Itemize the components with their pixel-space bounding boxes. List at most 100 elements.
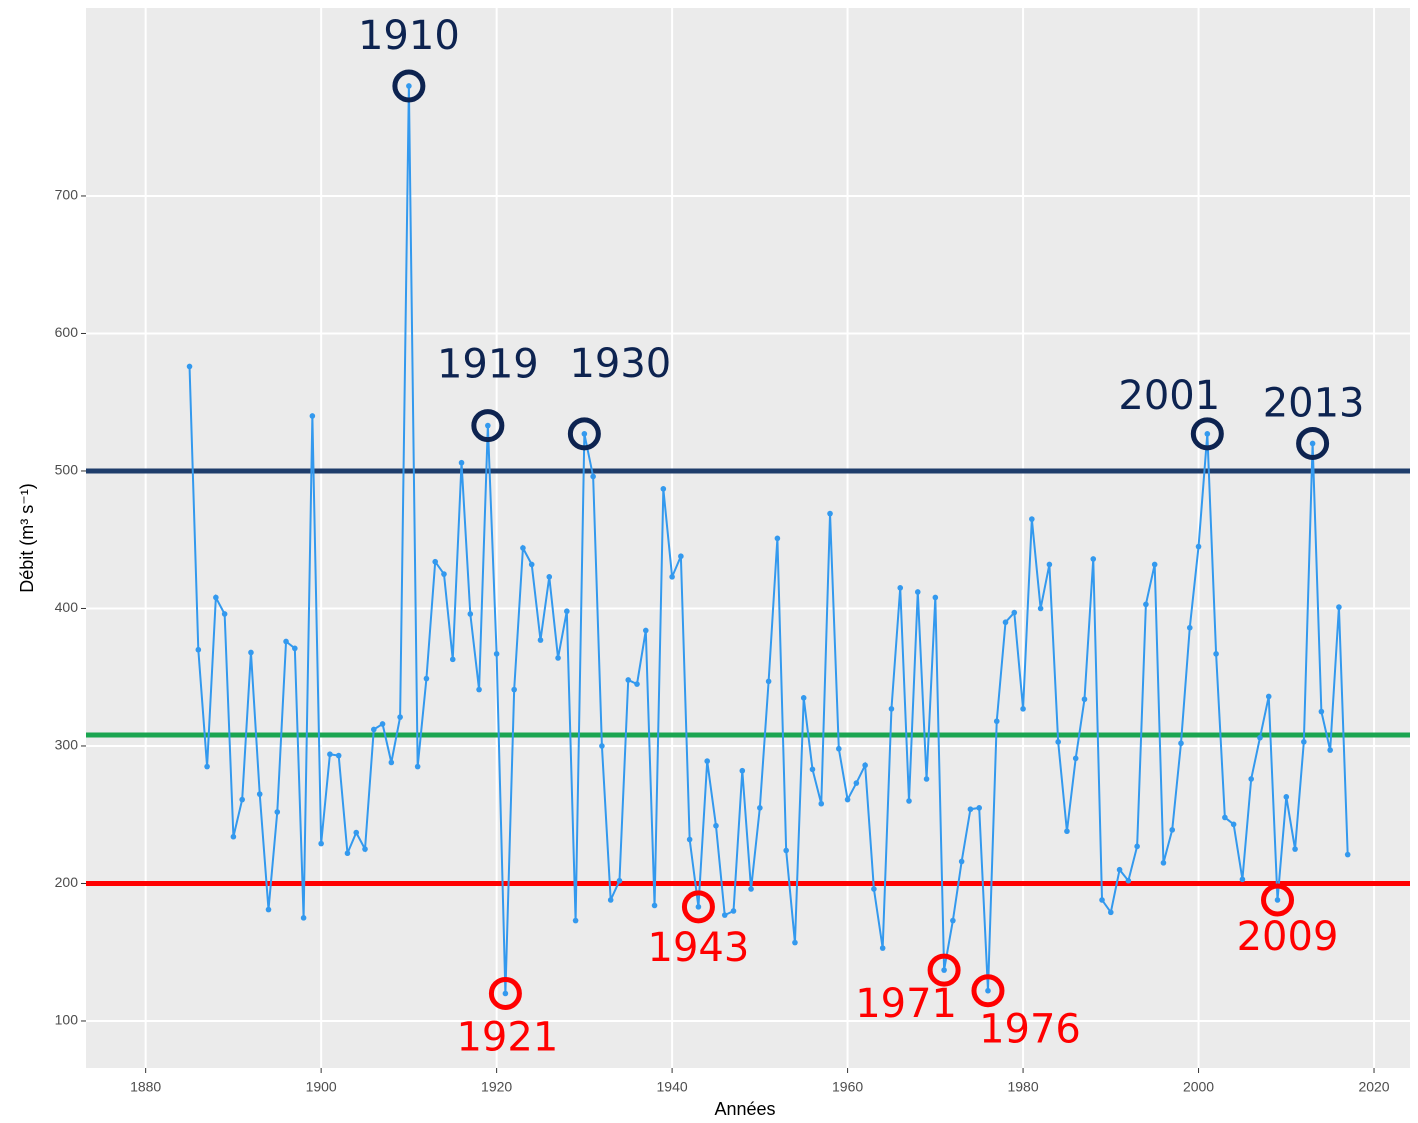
data-point	[1072, 755, 1079, 762]
data-point	[265, 906, 272, 913]
data-point	[1248, 776, 1254, 782]
x-axis-title: Années	[714, 1099, 775, 1119]
data-point	[564, 608, 570, 615]
annotation: 1921	[456, 1014, 558, 1060]
data-point	[800, 695, 807, 701]
annotation: 1910	[358, 13, 460, 59]
data-point	[300, 915, 307, 921]
data-point	[1055, 739, 1061, 745]
data-point	[423, 675, 430, 682]
data-point	[283, 638, 289, 645]
data-point	[414, 763, 421, 770]
data-point	[353, 829, 360, 836]
data-point	[1011, 609, 1018, 616]
data-point	[213, 594, 219, 601]
data-point	[1169, 827, 1176, 833]
x-tick-label: 1980	[1007, 1079, 1038, 1095]
data-point	[1125, 877, 1132, 884]
annotation: 2001	[1118, 373, 1220, 419]
highlight-circle	[488, 976, 522, 1010]
data-point	[1336, 604, 1342, 610]
data-point	[730, 908, 737, 914]
data-point	[888, 706, 895, 712]
data-point	[914, 589, 921, 595]
data-point	[985, 987, 991, 994]
data-point	[546, 574, 553, 580]
data-point	[1186, 624, 1193, 631]
data-point	[932, 594, 939, 601]
data-point	[950, 917, 956, 924]
data-point	[897, 585, 904, 591]
data-point	[1257, 734, 1263, 741]
data-point	[274, 809, 281, 815]
data-point	[625, 677, 632, 683]
data-point	[449, 656, 456, 663]
data-point	[634, 681, 640, 687]
data-point	[1029, 516, 1035, 522]
data-point	[765, 678, 772, 685]
data-point	[1160, 860, 1167, 866]
x-tick-label: 1960	[832, 1079, 863, 1095]
data-point	[792, 939, 798, 946]
data-point	[502, 990, 509, 997]
data-point	[871, 886, 877, 892]
data-point	[1143, 601, 1149, 608]
data-point	[318, 840, 324, 847]
data-point	[1020, 706, 1026, 712]
data-point	[836, 745, 842, 752]
data-point	[1081, 696, 1088, 703]
y-tick-label: 300	[55, 737, 79, 753]
data-point	[669, 574, 675, 580]
data-point	[1195, 543, 1202, 550]
data-point	[853, 780, 860, 786]
data-point	[397, 714, 403, 720]
data-point	[581, 431, 588, 437]
annotation: 1976	[979, 1007, 1081, 1053]
highlight-circle	[1296, 426, 1330, 460]
data-point	[256, 791, 263, 797]
data-point	[555, 655, 561, 661]
highlight-circle	[392, 69, 426, 103]
data-point	[678, 553, 684, 560]
x-tick-label: 1920	[481, 1079, 512, 1095]
x-tick-label: 2000	[1183, 1079, 1214, 1095]
data-point	[1178, 740, 1184, 747]
data-point	[599, 743, 605, 749]
data-point	[239, 796, 245, 803]
data-point	[204, 763, 210, 770]
data-point	[528, 561, 535, 568]
data-point	[520, 545, 526, 551]
data-point	[221, 611, 228, 617]
annotation: 1943	[648, 925, 750, 971]
data-point	[458, 459, 465, 466]
panel	[86, 8, 1410, 1068]
highlight-circle	[567, 417, 601, 451]
data-point	[704, 758, 711, 764]
data-point	[1002, 619, 1009, 626]
data-point	[467, 611, 474, 617]
data-point	[783, 847, 789, 854]
data-point	[958, 858, 965, 865]
data-point	[660, 486, 667, 492]
data-point	[941, 967, 947, 973]
y-tick-label: 200	[55, 874, 79, 890]
data-point	[713, 822, 719, 829]
data-point	[309, 413, 316, 419]
data-point	[327, 751, 333, 758]
data-point	[1265, 693, 1272, 700]
data-point	[1301, 739, 1307, 745]
x-tick-label: 2020	[1358, 1079, 1389, 1095]
data-point	[1046, 561, 1053, 568]
data-point	[1274, 897, 1281, 903]
data-point	[379, 721, 386, 727]
highlight-circle	[1190, 417, 1224, 451]
data-point	[642, 627, 649, 634]
data-point	[616, 877, 623, 884]
data-point	[1213, 651, 1219, 657]
data-point	[993, 718, 1000, 725]
data-point	[1309, 440, 1316, 447]
data-point	[879, 945, 886, 951]
data-point	[537, 637, 544, 643]
highlight-circle	[971, 974, 1005, 1008]
